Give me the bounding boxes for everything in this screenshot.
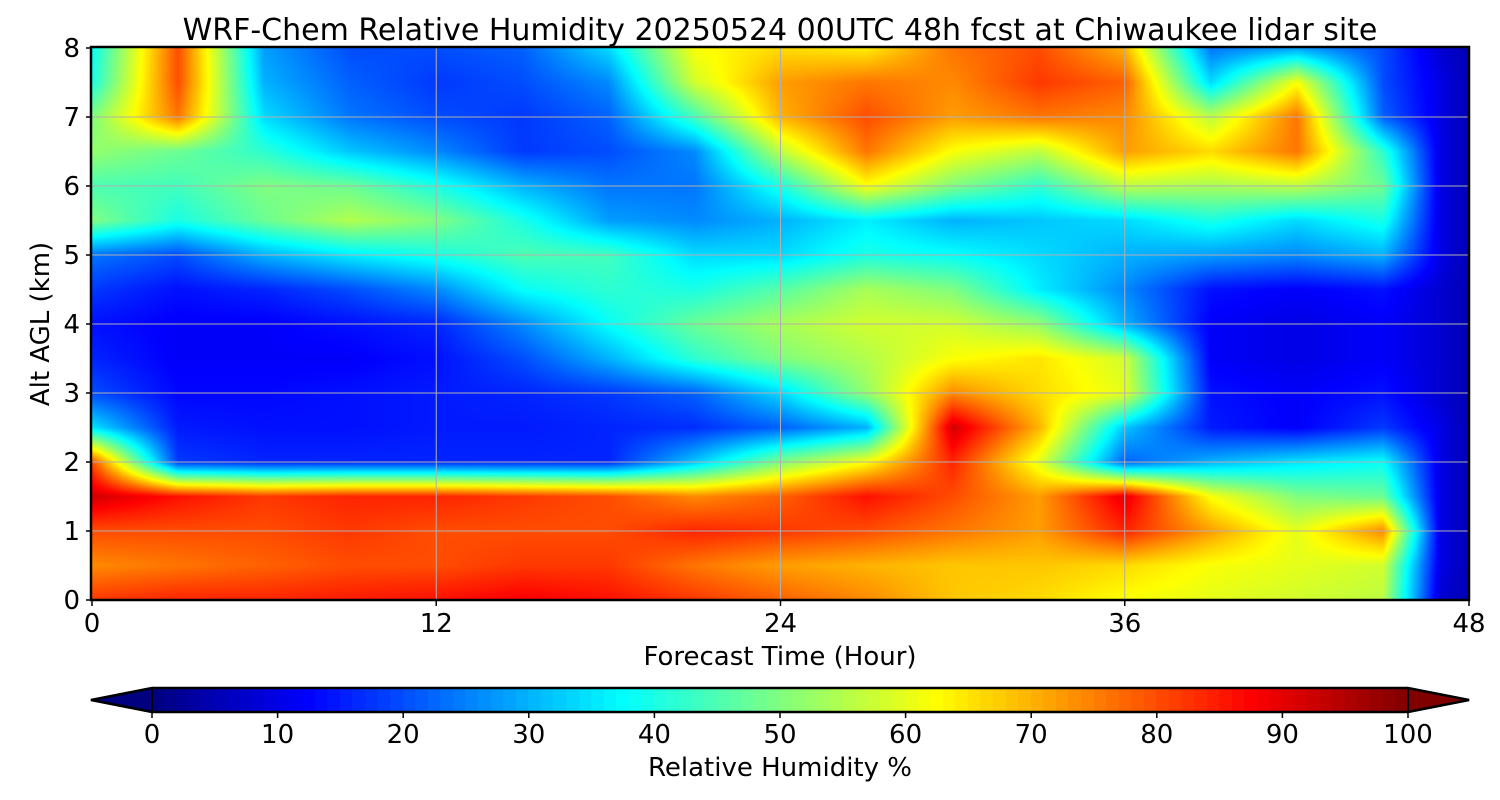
colorbar-extend-max [1407,686,1470,714]
chart-title: WRF-Chem Relative Humidity 20250524 00UT… [183,13,1378,48]
colorbar-tick-label: 50 [763,720,796,750]
x-tick-label: 36 [1108,609,1141,639]
y-tick-label: 0 [63,586,80,616]
colorbar-extend-min [90,686,153,714]
x-axis-ticks: 0 12 24 36 48 [84,600,1486,639]
colorbar-tick-label: 20 [387,720,420,750]
colorbar-gradient [152,688,1408,712]
y-axis-ticks: 0 1 2 3 4 5 6 7 8 [63,34,92,616]
colorbar-tick-label: 70 [1015,720,1048,750]
x-tick-label: 0 [84,609,101,639]
colorbar-label: Relative Humidity % [648,753,912,783]
y-tick-label: 6 [63,172,80,202]
x-axis-label: Forecast Time (Hour) [643,642,916,672]
x-tick-label: 24 [764,609,797,639]
colorbar: 0 10 20 30 40 50 60 70 80 90 100 Relative Humidity… [90,686,1470,783]
x-tick-label: 48 [1452,609,1485,639]
colorbar-tick-label: 100 [1383,720,1433,750]
colorbar-tick-label: 60 [889,720,922,750]
y-tick-label: 3 [63,379,80,409]
colorbar-tick-label: 10 [261,720,294,750]
colorbar-tick-label: 40 [638,720,671,750]
colorbar-ticks: 0 10 20 30 40 50 60 70 80 90 100 [144,712,1433,750]
y-axis-label: Alt AGL (km) [26,242,56,406]
y-tick-label: 8 [63,34,80,64]
y-tick-label: 4 [63,310,80,340]
y-tick-label: 7 [63,103,80,133]
colorbar-tick-label: 30 [512,720,545,750]
y-tick-label: 5 [63,241,80,271]
colorbar-tick-label: 80 [1140,720,1173,750]
x-tick-label: 12 [420,609,453,639]
grid-lines [92,48,1469,600]
colorbar-tick-label: 0 [144,720,161,750]
colorbar-tick-label: 90 [1266,720,1299,750]
y-tick-label: 1 [63,517,80,547]
y-tick-label: 2 [63,448,80,478]
